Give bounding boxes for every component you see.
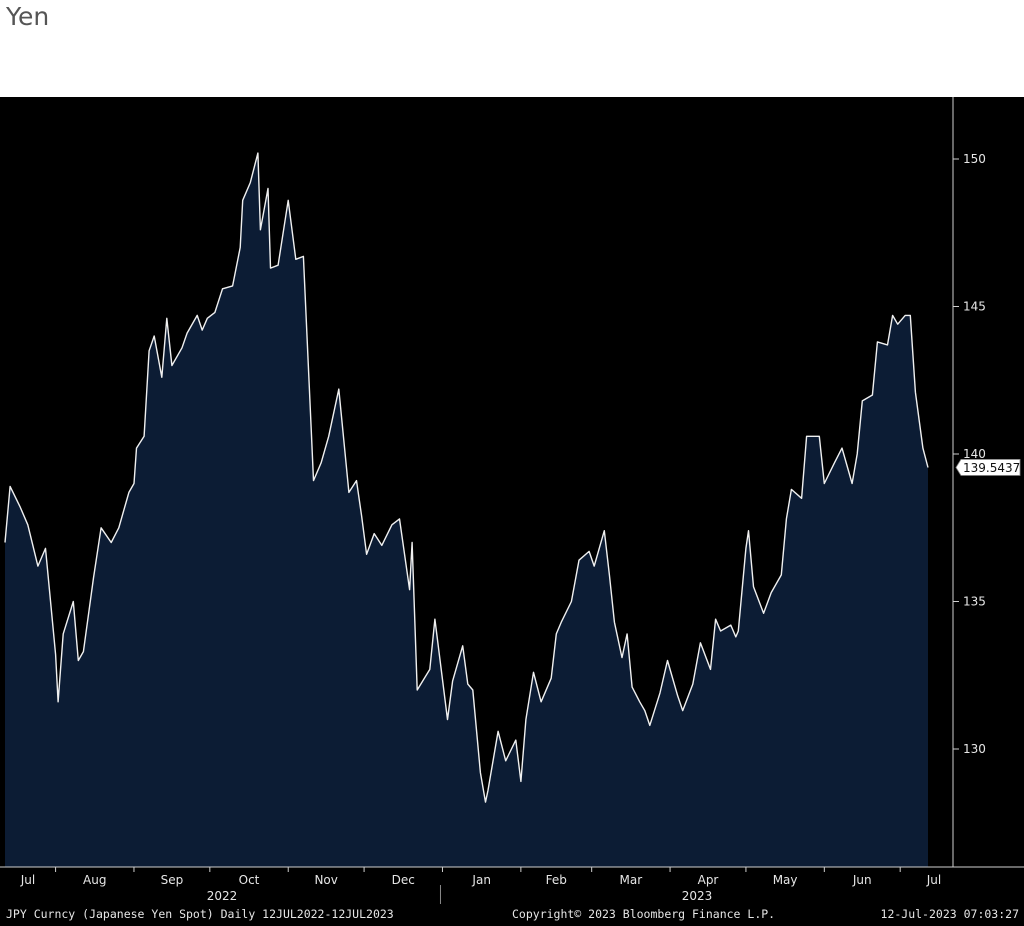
footer-copyright: Copyright© 2023 Bloomberg Finance L.P. (512, 907, 775, 921)
x-tick-label: May (773, 873, 798, 887)
yen-chart: 130 135 140 145 150 139.5437 Jul Aug Sep Oct Nov De… (0, 97, 1024, 926)
year-label-2023: 2023 (682, 889, 713, 903)
y-tick-label: 150 (963, 152, 986, 166)
series-area (5, 153, 928, 868)
x-tick-label: Dec (392, 873, 415, 887)
x-tick-label: Feb (546, 873, 567, 887)
y-tick-label: 145 (963, 300, 986, 314)
year-label-2022: 2022 (207, 889, 238, 903)
x-tick-label: Apr (698, 873, 719, 887)
chart-frame: 130 135 140 145 150 139.5437 Jul Aug Sep Oct Nov De… (0, 97, 1024, 926)
x-tick-label: Nov (314, 873, 337, 887)
x-tick-label: Jul (926, 873, 941, 887)
y-tick-label: 140 (963, 447, 986, 461)
x-tick-label: Sep (161, 873, 184, 887)
x-tick-label: Aug (83, 873, 106, 887)
series-line (4, 152, 929, 803)
footer-timestamp: 12-Jul-2023 07:03:27 (881, 907, 1020, 921)
x-tick-label: Jun (852, 873, 872, 887)
x-tick-label: Oct (239, 873, 260, 887)
x-tick-label: Jul (20, 873, 35, 887)
y-tick-label: 130 (963, 742, 986, 756)
x-tick-label: Jan (471, 873, 491, 887)
footer-left: JPY Curncy (Japanese Yen Spot) Daily 12J… (6, 907, 394, 921)
last-value-label: 139.5437 (963, 461, 1020, 475)
y-tick-label: 135 (963, 595, 986, 609)
page-title: Yen (6, 2, 50, 31)
last-value-badge (955, 459, 1021, 476)
x-tick-label: Mar (620, 873, 643, 887)
